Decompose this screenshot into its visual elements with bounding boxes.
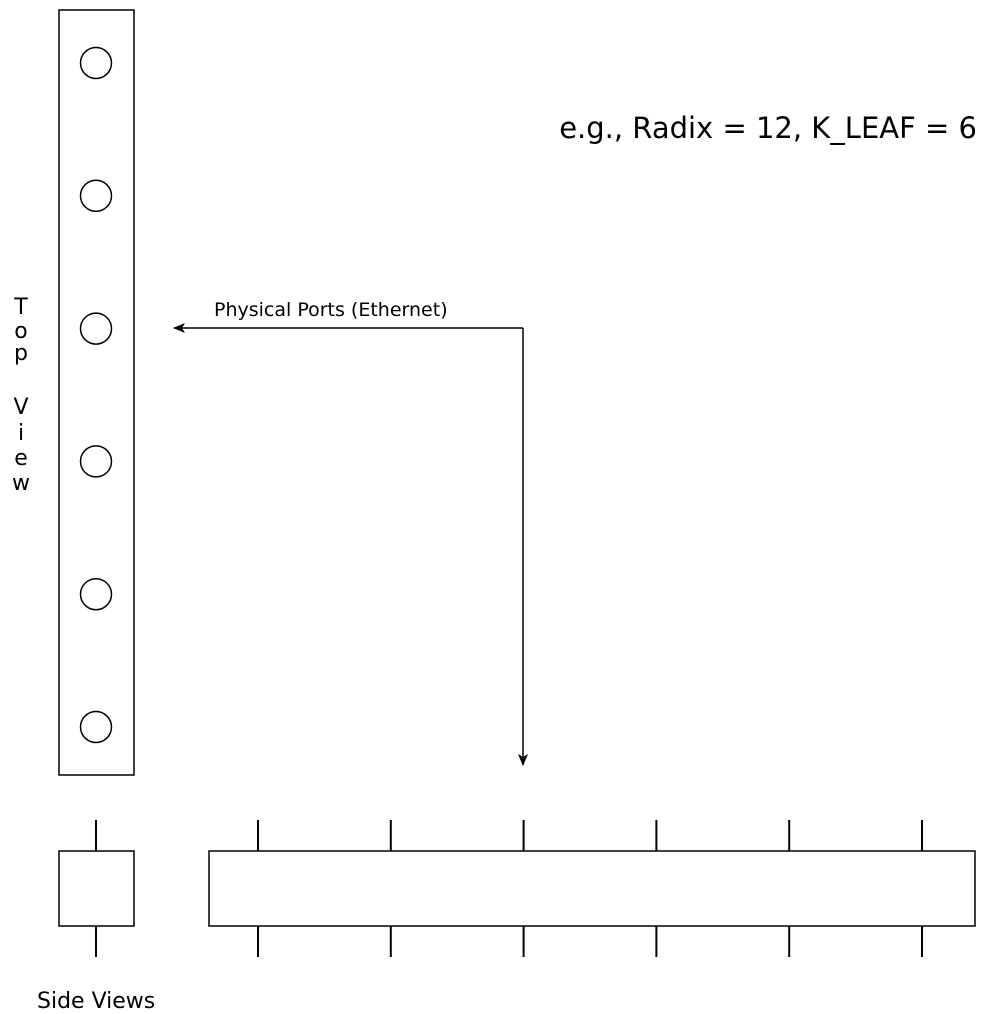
top-view-letter: w [12, 471, 30, 496]
side-view-wide-pins [257, 820, 923, 957]
side-views-label: Side Views [37, 989, 155, 1014]
top-view-letter: p [14, 341, 28, 366]
side-view-wide [208, 820, 976, 957]
side-view-wide-body [208, 850, 976, 927]
port-circle [79, 445, 113, 478]
top-view-letter: T [13, 295, 28, 320]
top-view-letter: i [18, 421, 24, 446]
port-circle [79, 46, 113, 80]
port-circle [79, 577, 113, 611]
ports-annotation: Physical Ports (Ethernet) [173, 299, 528, 766]
port-circle [79, 312, 113, 345]
top-view-label: T o p V i e w [12, 295, 30, 496]
top-view-switch-body [58, 9, 135, 776]
top-view-ports [79, 46, 113, 744]
formula-label: e.g., Radix = 12, K_LEAF = 6 [559, 111, 977, 145]
top-view-letter: V [13, 395, 28, 420]
port-circle [79, 710, 113, 744]
port-circle [79, 179, 113, 213]
top-view-letter: o [14, 319, 27, 344]
side-view-narrow [58, 820, 135, 957]
side-view-narrow-body [58, 850, 135, 927]
top-view-letter: e [14, 446, 28, 471]
physical-ports-label: Physical Ports (Ethernet) [214, 299, 448, 321]
side-views [58, 820, 976, 957]
top-view [58, 9, 135, 776]
